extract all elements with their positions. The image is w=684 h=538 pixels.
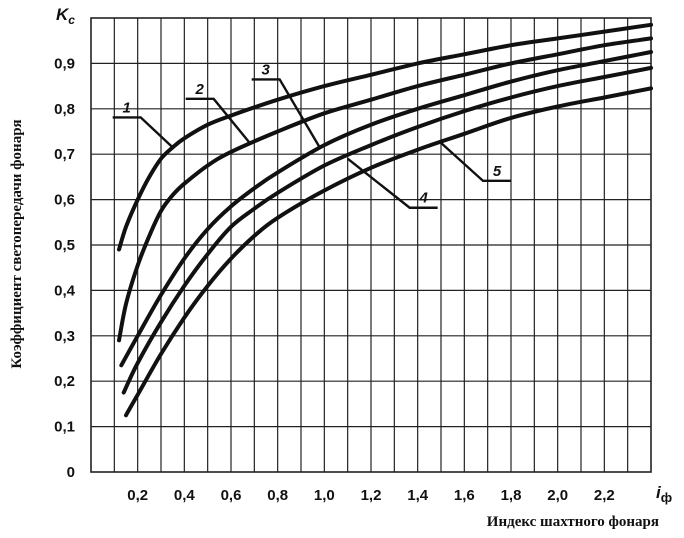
curve-2 [117,36,653,343]
curve-3-label: 3 [261,61,270,78]
curve-5-label: 5 [493,163,502,180]
x-tick-label: 0,8 [267,487,288,504]
curve-5 [124,86,653,418]
curve-5-leader [440,141,511,183]
y-tick-label: 0,2 [54,373,75,390]
x-tick-label: 2,0 [547,487,568,504]
curve-2-leader [185,97,251,144]
curve-3 [119,50,653,368]
x-tick-label: 0,2 [127,487,148,504]
x-tick-label: 1,8 [501,487,522,504]
curve-2-label: 2 [194,81,204,98]
curves [117,22,653,418]
curve-4-leader [346,157,438,209]
curve-1-label: 1 [122,99,130,116]
curve-4 [121,65,653,395]
plot-frame [90,17,652,473]
y-tick-label: 0,7 [54,146,75,163]
x-tick-label: 1,4 [407,487,429,504]
tick-labels: 0,2 0,4 0,6 0,8 1,0 1,2 1,4 1,6 1,8 2,0 2,2 0 0,1 0,2… [54,55,615,504]
y-axis-symbol: Kc [56,5,75,27]
curve-1-leader [112,116,174,149]
x-tick-label: 1,0 [314,487,335,504]
grid-lines [91,18,651,472]
x-tick-label: 2,2 [594,487,615,504]
x-tick-label: 0,4 [174,487,196,504]
curve-1 [117,22,653,252]
x-axis-symbol: iф [656,483,672,505]
y-tick-label: 0,3 [54,328,75,345]
x-tick-label: 1,2 [361,487,382,504]
x-tick-label: 0,6 [221,487,242,504]
y-tick-label: 0,1 [54,419,75,436]
curve-label-leaders: 1 2 3 4 5 [112,61,511,209]
curve-4-label: 4 [418,190,428,207]
y-tick-label: 0,9 [54,55,75,72]
x-axis-title: Индекс шахтного фонаря [487,514,659,530]
y-tick-label: 0,5 [54,237,75,254]
y-tick-label: 0 [67,464,75,481]
y-tick-label: 0,6 [54,192,75,209]
y-tick-label: 0,8 [54,101,75,118]
x-tick-label: 1,6 [454,487,475,504]
curve-3-leader [251,78,321,148]
y-axis-title: Коэффициент светопередачи фонаря [9,119,25,368]
y-tick-label: 0,4 [54,282,76,299]
